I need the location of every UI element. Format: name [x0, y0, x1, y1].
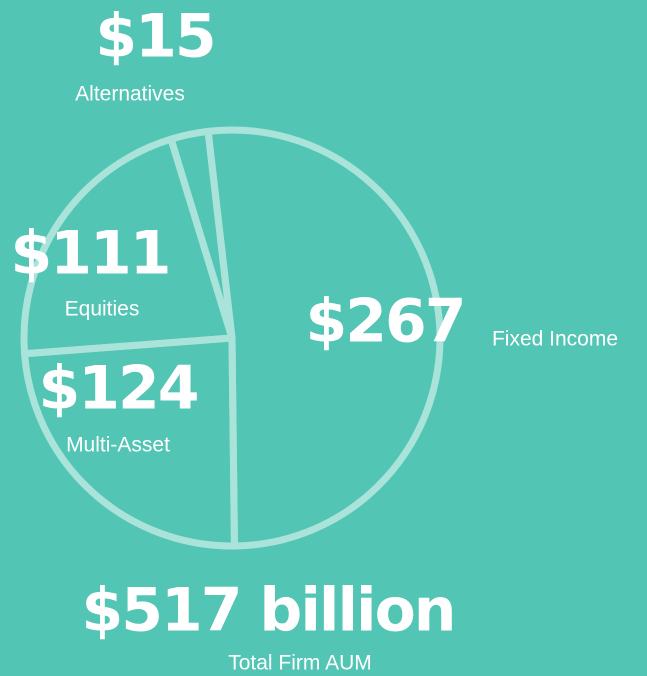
slice-label: Fixed Income [492, 328, 618, 351]
slice-label: Alternatives [75, 83, 185, 106]
pie-slice [204, 126, 444, 550]
slice-value: $15 [95, 2, 214, 72]
slice-value: $111 [11, 219, 170, 289]
slice-value: $124 [39, 354, 198, 424]
total-value: $517 billion [81, 576, 454, 646]
pie-slice [167, 127, 236, 342]
pie-slice [21, 334, 238, 550]
pie-slice [20, 135, 236, 358]
total-caption: Total Firm AUM [228, 652, 372, 675]
slice-value: $267 [306, 287, 465, 357]
slice-label: Equities [65, 298, 140, 321]
slice-label: Multi-Asset [66, 434, 170, 457]
